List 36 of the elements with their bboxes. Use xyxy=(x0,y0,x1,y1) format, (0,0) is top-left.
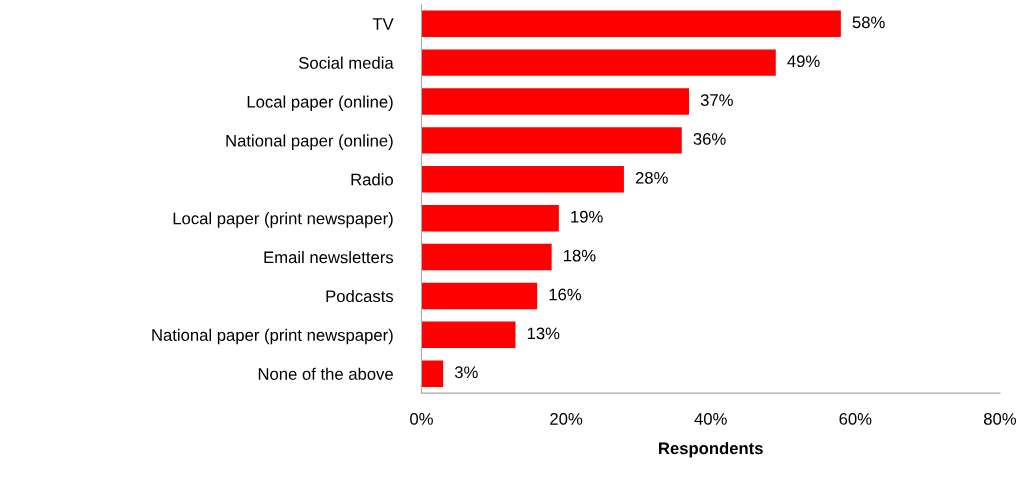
x-tick-label: 0% xyxy=(410,413,433,425)
y-tick-label: Podcasts xyxy=(326,289,394,303)
y-tick-label: National paper (online) xyxy=(226,134,393,150)
data-label: 13% xyxy=(527,327,560,340)
x-tick-label: 60% xyxy=(839,413,872,425)
y-tick-label: Local paper (print newspaper) xyxy=(173,212,393,228)
y-tick-label: Radio xyxy=(351,173,393,186)
bar xyxy=(421,282,538,310)
data-label: 19% xyxy=(571,210,603,223)
bar xyxy=(421,10,841,37)
data-label: 28% xyxy=(635,171,668,184)
y-tick-label: TV xyxy=(372,18,394,30)
bar xyxy=(421,360,444,387)
y-tick-label: Email newsletters xyxy=(264,251,394,264)
x-tick-label: 20% xyxy=(550,413,583,425)
data-label: 16% xyxy=(549,288,582,301)
bar xyxy=(421,166,624,193)
data-label: 3% xyxy=(454,366,478,379)
data-label: 58% xyxy=(852,16,885,29)
y-tick-label: National paper (print newspaper) xyxy=(152,328,393,345)
bar xyxy=(421,88,690,115)
x-axis-title: Respondents xyxy=(659,441,763,458)
bar xyxy=(421,243,552,271)
data-label: 18% xyxy=(564,249,596,262)
y-tick-label: Local paper (online) xyxy=(247,95,393,112)
bar xyxy=(421,127,682,154)
data-label: 49% xyxy=(787,55,820,68)
x-tick-label: 40% xyxy=(694,413,727,425)
y-tick-label: None of the above xyxy=(258,367,393,380)
bar xyxy=(421,321,516,349)
data-label: 36% xyxy=(693,133,726,145)
bar xyxy=(421,49,776,76)
data-label: 37% xyxy=(700,94,733,106)
bar xyxy=(421,204,559,232)
y-tick-label: Social media xyxy=(299,56,394,69)
x-tick-label: 80% xyxy=(983,413,1017,425)
